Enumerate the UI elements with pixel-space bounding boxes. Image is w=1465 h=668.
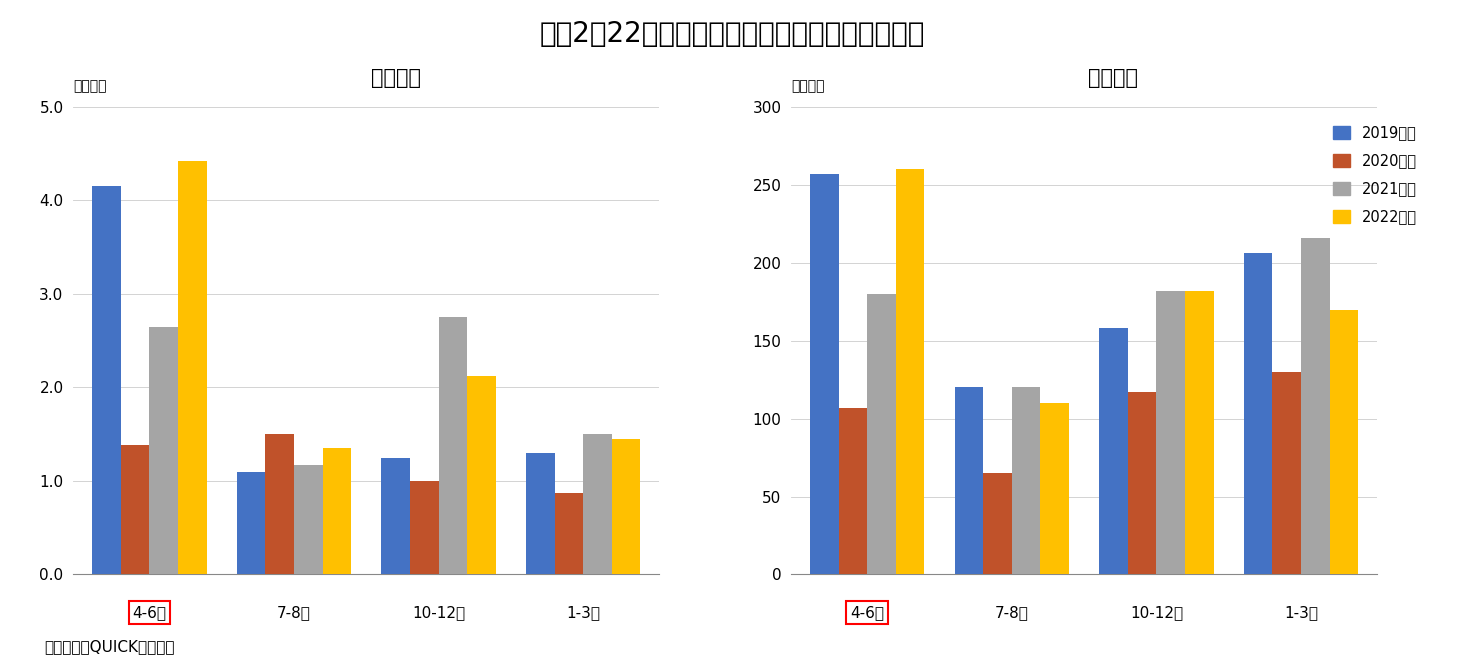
Text: 1-3月: 1-3月 [565, 605, 601, 620]
Bar [149, 327, 177, 574]
Legend: 2019年度, 2020年度, 2021年度, 2022年度: 2019年度, 2020年度, 2021年度, 2022年度 [1329, 121, 1421, 229]
Text: 10-12月: 10-12月 [412, 605, 464, 620]
Bar [583, 434, 612, 574]
Bar [895, 169, 924, 574]
Text: 4-6月: 4-6月 [132, 605, 167, 620]
Bar [1330, 309, 1358, 574]
Bar [1012, 387, 1040, 574]
Bar [322, 448, 352, 574]
Bar [867, 294, 895, 574]
Bar [1273, 372, 1301, 574]
Bar [265, 434, 294, 574]
Bar [1156, 291, 1185, 574]
Bar [955, 387, 983, 574]
Bar [838, 407, 867, 574]
Bar [612, 439, 640, 574]
Text: 4-6月: 4-6月 [850, 605, 885, 620]
Bar [177, 161, 207, 574]
Bar [983, 473, 1012, 574]
Text: 7-8月: 7-8月 [995, 605, 1028, 620]
Text: 設定件数: 設定件数 [1088, 68, 1138, 88]
Bar [92, 186, 120, 574]
Bar [467, 376, 495, 574]
Bar [1040, 403, 1069, 574]
Text: （資料）　QUICKから作成: （資料） QUICKから作成 [44, 640, 174, 655]
Bar [120, 446, 149, 574]
Text: 《件数》: 《件数》 [791, 79, 825, 93]
Bar [526, 453, 555, 574]
Bar [410, 481, 438, 574]
Text: 設定金額: 設定金額 [371, 68, 420, 88]
Bar [810, 174, 838, 574]
Text: 7-8月: 7-8月 [277, 605, 311, 620]
Bar [237, 472, 265, 574]
Bar [294, 465, 322, 574]
Bar [438, 317, 467, 574]
Bar [1128, 392, 1156, 574]
Text: 図袅2　22年度は４－６月の設定が最も多かった: 図袅2 22年度は４－６月の設定が最も多かった [539, 20, 926, 48]
Text: 《兆円》: 《兆円》 [73, 79, 107, 93]
Text: 10-12月: 10-12月 [1130, 605, 1182, 620]
Bar [1244, 253, 1273, 574]
Bar [1185, 291, 1213, 574]
Bar [555, 493, 583, 574]
Bar [1099, 328, 1128, 574]
Bar [381, 458, 410, 574]
Text: 1-3月: 1-3月 [1283, 605, 1318, 620]
Bar [1301, 238, 1330, 574]
